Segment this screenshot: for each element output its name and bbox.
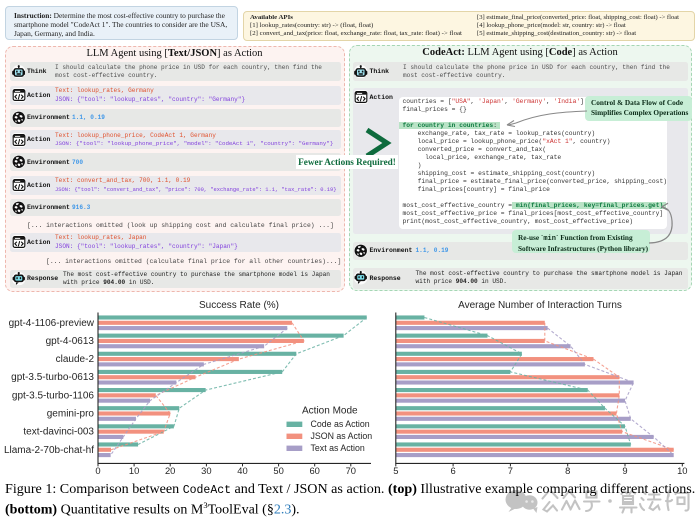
svg-text:5: 5 — [393, 465, 398, 476]
svg-text:Text as Action: Text as Action — [311, 443, 365, 453]
svg-text:20: 20 — [165, 465, 175, 476]
svg-text:40: 40 — [237, 465, 247, 476]
svg-text:text-davinci-003: text-davinci-003 — [23, 427, 94, 438]
svg-text:8: 8 — [565, 465, 570, 476]
svg-text:50: 50 — [273, 465, 283, 476]
svg-text:Success Rate (%): Success Rate (%) — [199, 300, 279, 311]
svg-text:gpt-4-0613: gpt-4-0613 — [46, 336, 95, 347]
svg-text:6: 6 — [450, 465, 455, 476]
svg-text:60: 60 — [309, 465, 319, 476]
svg-text:9: 9 — [622, 465, 627, 476]
svg-text:30: 30 — [201, 465, 211, 476]
svg-text:gemini-pro: gemini-pro — [47, 409, 95, 420]
svg-text:Action Mode: Action Mode — [302, 406, 358, 417]
svg-text:Average Number of Interaction: Average Number of Interaction Turns — [458, 300, 622, 311]
svg-text:70: 70 — [346, 465, 356, 476]
svg-text:Llama-2-70b-chat-hf: Llama-2-70b-chat-hf — [4, 445, 94, 456]
svg-text:7: 7 — [508, 465, 513, 476]
svg-text:JSON as Action: JSON as Action — [311, 431, 373, 441]
svg-text:0: 0 — [95, 465, 100, 476]
svg-text:gpt-3.5-turbo-0613: gpt-3.5-turbo-0613 — [11, 372, 94, 383]
svg-text:10: 10 — [129, 465, 139, 476]
svg-text:10: 10 — [677, 465, 687, 476]
svg-text:gpt-4-1106-preview: gpt-4-1106-preview — [9, 318, 95, 329]
svg-text:claude-2: claude-2 — [56, 354, 95, 365]
svg-text:gpt-3.5-turbo-1106: gpt-3.5-turbo-1106 — [12, 390, 95, 401]
svg-text:Code as Action: Code as Action — [311, 419, 370, 429]
